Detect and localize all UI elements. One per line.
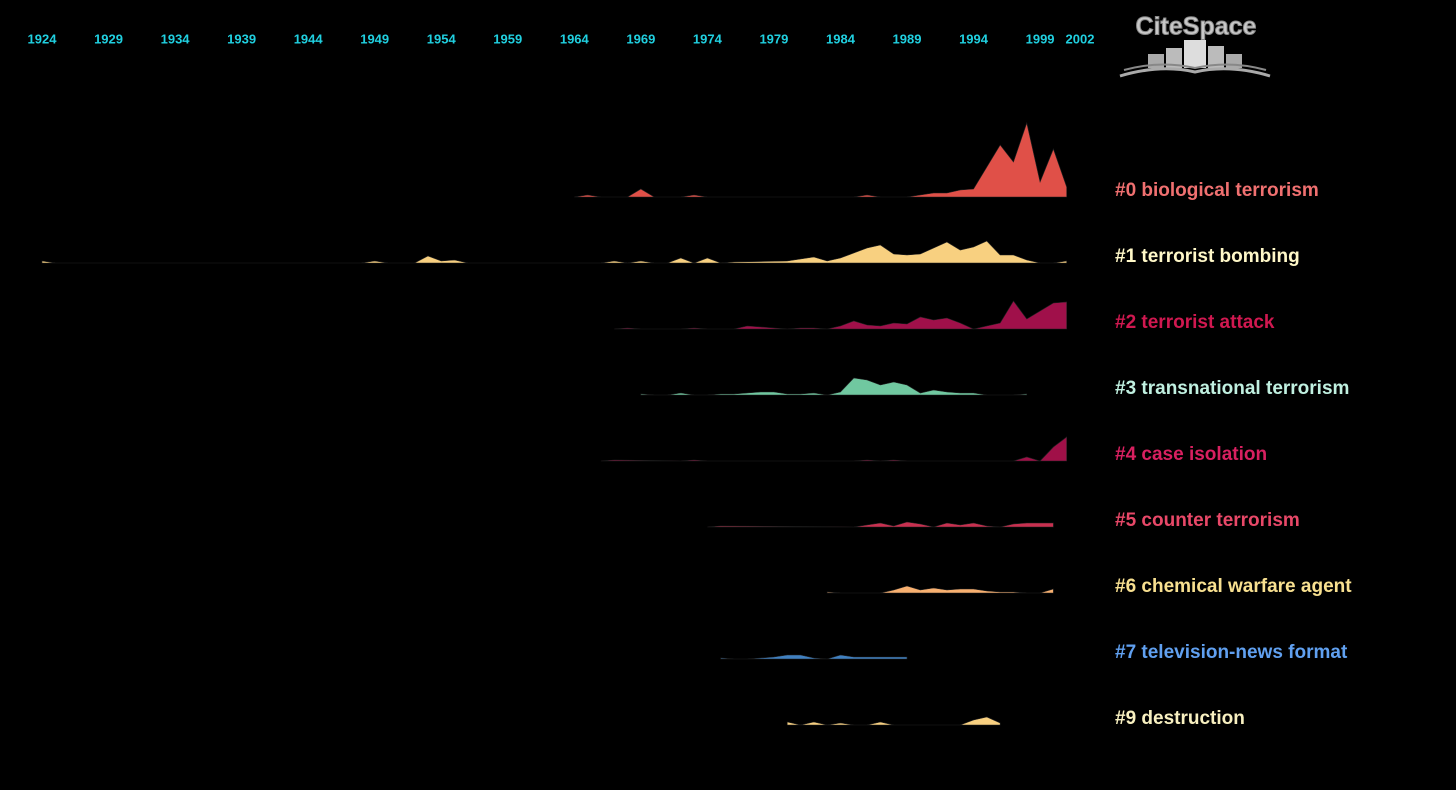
x-tick-label: 1974 bbox=[693, 31, 723, 46]
logo-book bbox=[1123, 63, 1267, 71]
cluster-area bbox=[707, 521, 1054, 528]
x-tick-label: 1954 bbox=[427, 31, 457, 46]
x-tick-label: 1939 bbox=[227, 31, 256, 46]
cluster-label: #1 terrorist bombing bbox=[1115, 246, 1300, 267]
x-tick-label: 1984 bbox=[826, 31, 856, 46]
cluster-area bbox=[640, 377, 1028, 396]
cluster-label: #3 transnational terrorism bbox=[1115, 378, 1349, 399]
x-tick-label: 1989 bbox=[893, 31, 922, 46]
x-tick-label: 1969 bbox=[626, 31, 655, 46]
x-tick-label: 1934 bbox=[161, 31, 191, 46]
x-tick-label: 1994 bbox=[959, 31, 989, 46]
cluster-label: #0 biological terrorism bbox=[1115, 180, 1319, 201]
x-tick-label: 1979 bbox=[759, 31, 788, 46]
cluster-area bbox=[786, 716, 1001, 726]
cluster-label: #2 terrorist attack bbox=[1115, 312, 1275, 333]
cluster-label: #4 case isolation bbox=[1115, 444, 1267, 465]
cluster-area bbox=[574, 121, 1067, 198]
logo-block bbox=[1184, 40, 1206, 68]
cluster-area bbox=[41, 240, 1067, 264]
x-tick-label: 1949 bbox=[360, 31, 389, 46]
cluster-label: #9 destruction bbox=[1115, 708, 1245, 729]
logo-block bbox=[1208, 46, 1224, 68]
logo-text: CiteSpace bbox=[1136, 13, 1257, 41]
cluster-label: #6 chemical warfare agent bbox=[1115, 576, 1352, 597]
cluster-area bbox=[720, 654, 908, 660]
x-tick-label: 1959 bbox=[493, 31, 522, 46]
cluster-area bbox=[600, 436, 1067, 462]
logo-book bbox=[1119, 67, 1271, 78]
x-tick-label: 1964 bbox=[560, 31, 590, 46]
logo: CiteSpace bbox=[1119, 12, 1271, 78]
cluster-area bbox=[826, 585, 1054, 594]
x-tick-label: 1929 bbox=[94, 31, 123, 46]
cluster-area bbox=[614, 300, 1067, 330]
x-tick-label: 1999 bbox=[1026, 31, 1055, 46]
x-tick-label: 2002 bbox=[1066, 31, 1095, 46]
cluster-label: #7 television-news format bbox=[1115, 642, 1348, 663]
x-tick-label: 1924 bbox=[28, 31, 58, 46]
logo-block bbox=[1166, 48, 1182, 68]
cluster-label: #5 counter terrorism bbox=[1115, 510, 1300, 531]
x-tick-label: 1944 bbox=[294, 31, 324, 46]
